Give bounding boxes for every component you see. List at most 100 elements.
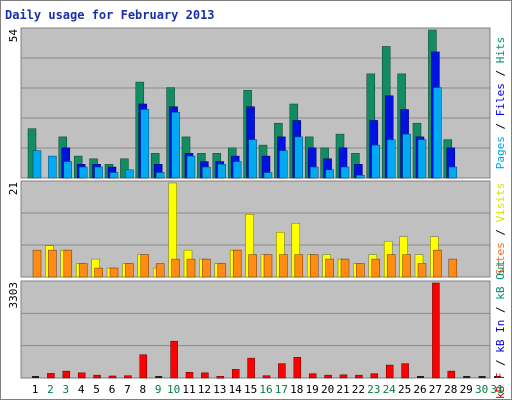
day-label: 27: [429, 383, 442, 396]
day-label: 2: [47, 383, 54, 396]
bar-kb-f: [185, 371, 194, 379]
bar-sites: [279, 254, 288, 278]
middle-axis-label: Sites / Visits: [494, 183, 507, 276]
bar-pages: [48, 155, 57, 179]
bar-pages: [186, 155, 196, 179]
bar-sites: [340, 258, 350, 278]
bar-kb-f: [278, 363, 286, 379]
bar-pages: [279, 150, 288, 179]
bar-pages: [63, 161, 73, 179]
axis-label-word: kB F: [494, 373, 507, 400]
bar-kb-f-zero: [155, 376, 163, 378]
bar-kb-f: [108, 375, 117, 379]
bar-kb-f: [262, 375, 271, 379]
bar-pages: [371, 144, 381, 179]
day-label: 20: [321, 383, 334, 396]
bar-kb-f: [447, 370, 456, 379]
bar-pages: [340, 166, 350, 179]
axis-label-word: kB Out: [494, 260, 507, 300]
bar-sites: [325, 258, 334, 278]
bar-pages: [386, 139, 396, 179]
bar-kb-f: [139, 354, 148, 379]
axis-label-word: /: [494, 63, 507, 83]
bar-kb-f: [370, 373, 379, 379]
bar-sites: [386, 254, 396, 278]
bar-sites: [186, 258, 196, 278]
bar-kb-f: [308, 373, 317, 379]
bar-sites: [433, 249, 442, 278]
day-label: 8: [139, 383, 146, 396]
bar-sites: [309, 254, 319, 278]
day-label: 14: [229, 383, 243, 396]
bar-pages: [171, 111, 180, 179]
bar-sites: [248, 254, 257, 278]
bar-kb-f: [47, 373, 55, 379]
bar-kb-f: [385, 364, 394, 379]
bar-pages: [433, 87, 442, 179]
axis-label-word: /: [494, 300, 507, 320]
bar-kb-f: [401, 363, 409, 379]
day-label: 12: [198, 383, 211, 396]
axis-label-word: Hits: [494, 37, 507, 64]
bar-pages: [402, 133, 411, 179]
bar-pages: [94, 166, 103, 179]
middle-max-label: 21: [7, 182, 20, 195]
bar-sites: [155, 263, 165, 278]
bar-kb-f: [293, 357, 302, 379]
day-label: 28: [444, 383, 457, 396]
bar-pages: [263, 172, 273, 179]
day-label: 18: [290, 383, 303, 396]
bar-kb-f-zero: [478, 376, 486, 378]
axis-label-word: Visits: [494, 183, 507, 223]
bar-kb-f: [324, 374, 332, 379]
bar-pages: [309, 166, 319, 179]
day-label: 4: [78, 383, 85, 396]
bar-kb-f-zero: [494, 376, 501, 378]
bar-sites: [78, 263, 88, 278]
bar-pages: [78, 166, 88, 179]
bar-pages: [356, 175, 365, 179]
bar-kb-f: [62, 370, 71, 379]
bar-sites: [232, 249, 242, 278]
axis-label-word: Sites: [494, 242, 507, 275]
bar-kb-f: [124, 375, 132, 379]
day-label: 10: [167, 383, 180, 396]
bar-sites: [402, 254, 411, 278]
day-label: 16: [259, 383, 272, 396]
bar-sites: [140, 254, 150, 278]
bar-pages: [294, 136, 304, 179]
bar-pages: [202, 166, 211, 179]
bar-sites: [32, 249, 42, 278]
bar-pages: [248, 139, 257, 179]
bar-kb-f: [432, 282, 440, 379]
day-label: 26: [413, 383, 426, 396]
day-label: 5: [93, 383, 100, 396]
day-label: 1: [32, 383, 39, 396]
day-label: 25: [398, 383, 411, 396]
bar-sites: [171, 258, 180, 278]
bar-sites: [448, 258, 458, 278]
bar-pages: [417, 139, 427, 179]
top-max-label: 54: [7, 29, 20, 43]
axis-label-word: Pages: [494, 136, 507, 169]
day-label: 7: [124, 383, 131, 396]
bottom-max-label: 3303: [7, 282, 20, 309]
bar-kb-f-zero: [32, 376, 39, 378]
day-label: 6: [109, 383, 116, 396]
bottom-axis-label: kB F / kB In / kB Out: [494, 260, 507, 399]
day-label: 9: [155, 383, 162, 396]
bar-pages: [109, 172, 119, 179]
day-label: 17: [275, 383, 288, 396]
chart-title: Daily usage for February 2013: [5, 8, 215, 22]
bar-kb-f: [355, 374, 363, 379]
day-label: 13: [213, 383, 226, 396]
axis-label-word: /: [494, 353, 507, 373]
axis-label-word: kB In: [494, 320, 507, 353]
bar-kb-f: [77, 372, 86, 379]
day-label: 19: [306, 383, 319, 396]
day-label: 30: [475, 383, 488, 396]
bar-kb-f: [93, 374, 101, 379]
bar-kb-f: [247, 357, 255, 379]
bar-sites: [294, 254, 304, 278]
